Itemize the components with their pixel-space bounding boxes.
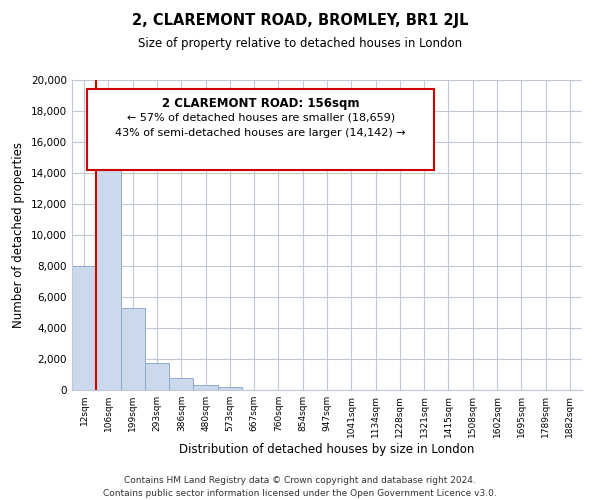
Text: 2 CLAREMONT ROAD: 156sqm: 2 CLAREMONT ROAD: 156sqm: [162, 97, 359, 110]
Text: 43% of semi-detached houses are larger (14,142) →: 43% of semi-detached houses are larger (…: [115, 128, 406, 138]
Bar: [121, 308, 145, 390]
Text: Size of property relative to detached houses in London: Size of property relative to detached ho…: [138, 38, 462, 51]
Bar: [145, 363, 169, 390]
Bar: [72, 266, 96, 390]
Y-axis label: Number of detached properties: Number of detached properties: [13, 142, 25, 328]
Bar: [169, 378, 193, 390]
Text: Contains HM Land Registry data © Crown copyright and database right 2024.
Contai: Contains HM Land Registry data © Crown c…: [103, 476, 497, 498]
Bar: [96, 134, 121, 390]
Text: ← 57% of detached houses are smaller (18,659): ← 57% of detached houses are smaller (18…: [127, 112, 395, 122]
FancyBboxPatch shape: [88, 90, 434, 170]
Bar: [193, 386, 218, 390]
X-axis label: Distribution of detached houses by size in London: Distribution of detached houses by size …: [179, 442, 475, 456]
Text: 2, CLAREMONT ROAD, BROMLEY, BR1 2JL: 2, CLAREMONT ROAD, BROMLEY, BR1 2JL: [132, 12, 468, 28]
Bar: [218, 387, 242, 390]
